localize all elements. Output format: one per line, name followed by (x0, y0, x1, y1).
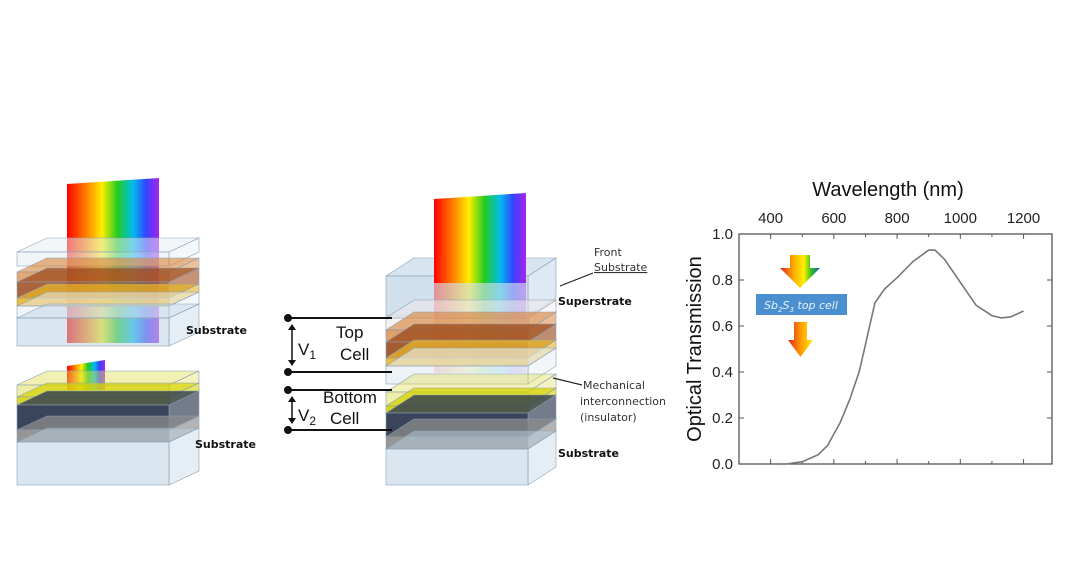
front-label: Front (594, 246, 623, 259)
left-top-back-contact (16, 291, 200, 319)
bottom-cell-label-2: Cell (330, 409, 359, 428)
transmission-curve (776, 249, 1024, 465)
mechanical-label-3: (insulator) (580, 411, 637, 424)
y-tick-label: 0.8 (712, 272, 733, 289)
transmitted-light-arrow (788, 322, 813, 357)
y-tick-label: 0.0 (712, 456, 733, 473)
y-axis-title: Optical Transmission (684, 256, 706, 442)
x-tick-label: 800 (885, 210, 910, 227)
middle-bottom-back-contact (384, 418, 558, 450)
y-tick-label: 0.6 (712, 318, 733, 335)
top-cell-label-2: Cell (340, 345, 369, 364)
mechanical-leader (552, 377, 583, 386)
v2-label: V2 (298, 406, 316, 428)
incident-light-arrow (780, 255, 820, 288)
x-axis-title: Wavelength (nm) (812, 179, 964, 201)
x-tick-label: 1000 (944, 210, 977, 227)
middle-substrate (384, 430, 558, 486)
left-transmitted-spectrum (67, 360, 105, 390)
mechanical-label-1: Mechanical (583, 379, 645, 392)
middle-incident-spectrum (434, 193, 526, 283)
circuit-wires (284, 314, 392, 434)
superstrate-label: Superstrate (558, 295, 632, 308)
middle-insulator-layer (384, 347, 558, 385)
bottom-cell-label-1: Bottom (323, 388, 377, 407)
plot-frame (738, 233, 1053, 465)
inset-label: Sb2S3 top cell (764, 299, 838, 314)
front-substrate-label: Substrate (594, 261, 648, 274)
left-top-substrate (16, 303, 200, 347)
transmission-chart: Wavelength (nm) Optical Transmission 400… (684, 179, 1053, 473)
left-bottom-substrate (16, 427, 200, 486)
y-tick-label: 1.0 (712, 226, 733, 243)
top-cell-label-1: Top (336, 323, 363, 342)
inset-label-box (756, 294, 847, 315)
front-substrate-leader (559, 272, 594, 287)
mechanical-label-2: interconnection (580, 395, 666, 408)
device-stacks (16, 178, 558, 486)
x-tick-label: 400 (758, 210, 783, 227)
v1-label: V1 (298, 340, 316, 362)
left-bottom-substrate-label: Substrate (195, 438, 256, 451)
left-top-substrate-label: Substrate (186, 324, 247, 337)
y-tick-label: 0.4 (712, 364, 733, 381)
x-tick-label: 1200 (1007, 210, 1040, 227)
y-tick-label: 0.2 (712, 410, 733, 427)
substrate-label: Substrate (558, 447, 619, 460)
left-bottom-back-contact (16, 415, 200, 443)
x-tick-label: 600 (821, 210, 846, 227)
